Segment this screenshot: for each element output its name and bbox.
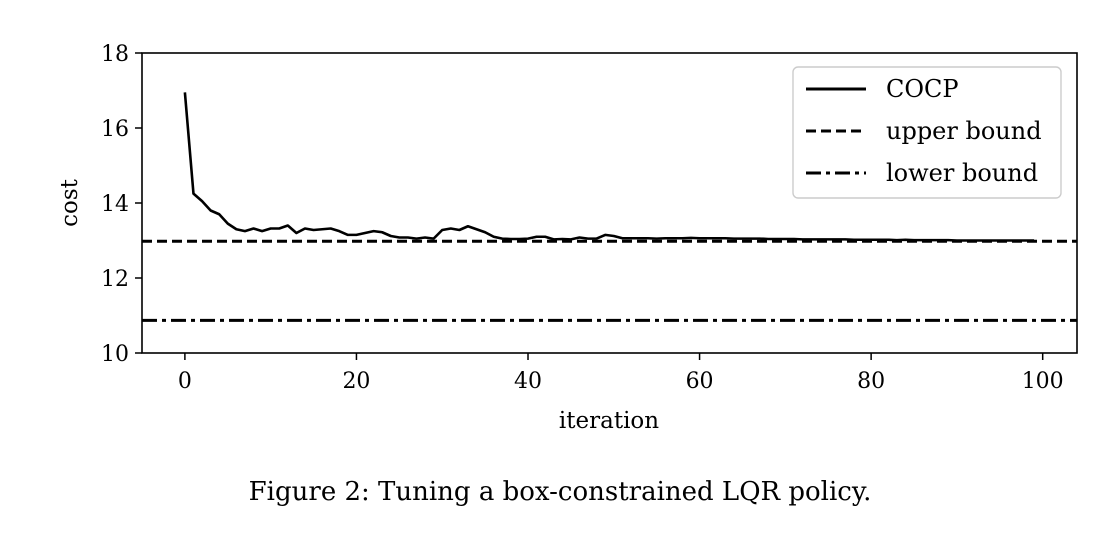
figure-caption: Figure 2: Tuning a box-constrained LQR p… [248,477,872,507]
legend-label: lower bound [886,159,1038,187]
x-axis-label: iteration [559,408,659,434]
y-tick-label: 16 [101,117,129,142]
plot-area [142,92,1077,322]
legend: COCP upper bound lower bound [792,66,1062,199]
y-axis-label: cost [57,178,83,227]
y-axis-ticks: 10 12 14 16 18 [101,42,142,367]
y-tick-label: 14 [101,192,129,217]
x-axis-ticks: 0 20 40 60 80 100 [178,353,1064,394]
x-tick-label: 40 [514,369,542,394]
x-tick-label: 0 [178,369,192,394]
x-tick-label: 60 [686,369,714,394]
y-tick-label: 18 [101,42,129,67]
y-tick-label: 12 [101,267,129,292]
legend-label: COCP [886,75,959,103]
legend-label: upper bound [886,117,1042,145]
legend-box [792,66,1062,199]
x-tick-label: 80 [857,369,885,394]
series-line-cocp [183,92,1035,242]
y-tick-label: 10 [101,342,129,367]
x-tick-label: 100 [1022,369,1064,394]
x-tick-label: 20 [342,369,370,394]
